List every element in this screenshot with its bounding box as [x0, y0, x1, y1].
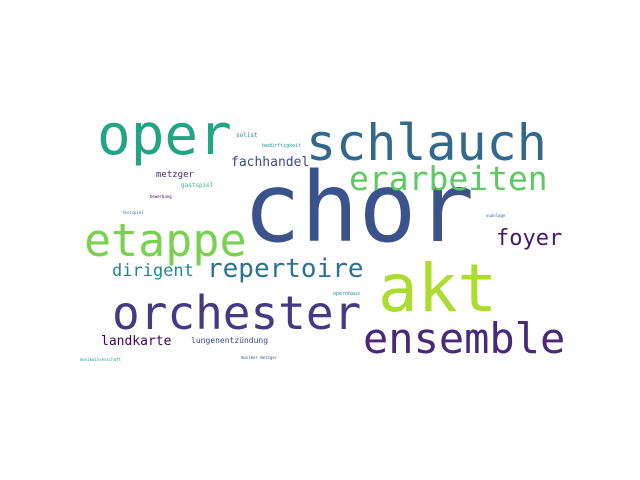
word-dirigent: dirigent: [112, 261, 194, 281]
word-musiker-metzger: musiker metzger: [241, 355, 278, 360]
word-orchester: orchester: [112, 286, 362, 340]
word-oper: oper: [97, 103, 232, 168]
word-erarbeiten: erarbeiten: [349, 159, 548, 198]
word-etappe: etappe: [84, 214, 247, 267]
word-musikwissenschaft: musikwissenschaft: [80, 357, 121, 362]
word-lungenentzuendung: lungenentzündung: [191, 336, 269, 345]
word-beduerftigkeit: bedürftigkeit: [262, 143, 302, 149]
word-opernhaus: opernhaus: [333, 291, 361, 297]
word-metzger: metzger: [156, 170, 194, 180]
word-vuanlage: vuanlage: [486, 213, 506, 218]
word-festspiel: festspiel: [122, 210, 144, 215]
word-ensemble: ensemble: [363, 314, 566, 363]
word-repertoire: repertoire: [207, 254, 364, 284]
word-akt: akt: [378, 250, 498, 327]
word-bewerbung: bewerbung: [150, 194, 172, 199]
word-solist: solist: [236, 132, 258, 139]
word-foyer: foyer: [496, 226, 563, 251]
word-landkarte: landkarte: [101, 334, 172, 349]
word-gastspiel: gastspiel: [181, 182, 214, 189]
word-schlauch: schlauch: [306, 114, 547, 172]
word-chor: chor: [243, 152, 475, 264]
word-fachhandel: fachhandel: [231, 155, 310, 170]
